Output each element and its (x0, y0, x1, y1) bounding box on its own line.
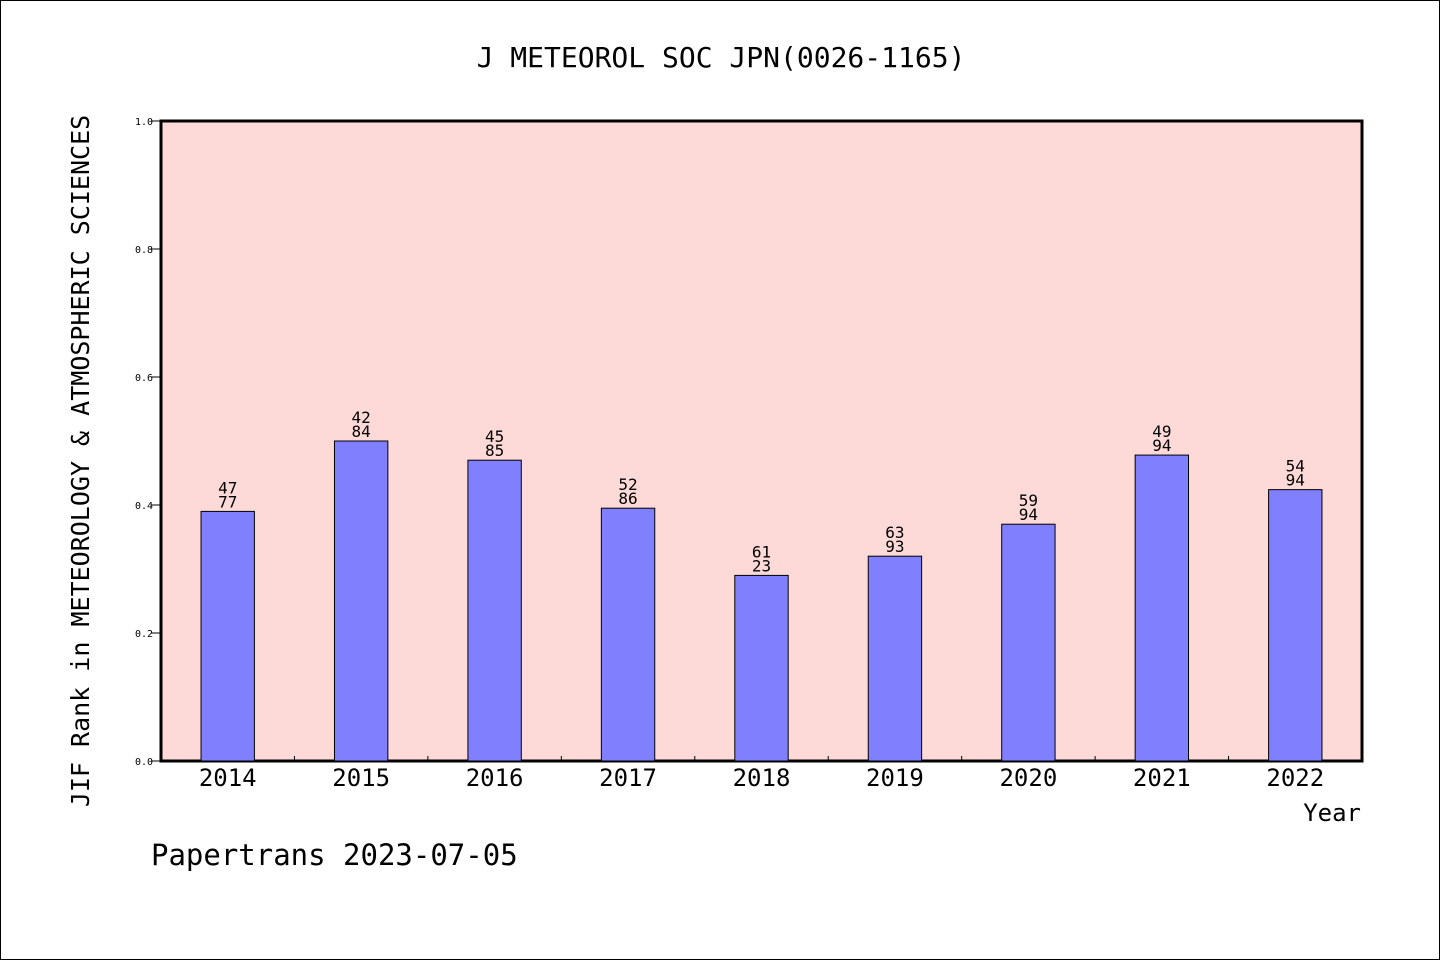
bar-label-rank: 45 (485, 427, 504, 446)
x-tick-label: 2016 (466, 764, 524, 792)
credit-text: Papertrans 2023-07-05 (151, 838, 518, 872)
x-tick-label: 2022 (1266, 764, 1324, 792)
bar-label-total: 77 (218, 492, 237, 511)
bar (333, 440, 389, 762)
y-tick-label: 0.6 (135, 373, 153, 384)
chart-title: J METEOROL SOC JPN(0026-1165) (477, 41, 966, 74)
bar-label-rank: 52 (618, 475, 637, 494)
bar (1134, 454, 1190, 762)
y-tick-label: 0.4 (135, 501, 153, 512)
bar (867, 555, 923, 762)
x-tick-label: 2014 (199, 764, 257, 792)
bar-label-rank: 59 (1019, 491, 1038, 510)
bar-label-rank: 61 (752, 542, 771, 561)
bar-label-total: 94 (1019, 505, 1038, 524)
y-tick-label: 0.8 (135, 245, 153, 256)
x-tick-label: 2019 (866, 764, 924, 792)
bar-label-rank: 54 (1286, 457, 1305, 476)
bar (1268, 489, 1323, 762)
bar-label-total: 86 (618, 489, 637, 508)
bar-series (200, 440, 1323, 762)
bar-label-rank: 63 (885, 523, 904, 542)
x-tick-label: 2021 (1133, 764, 1191, 792)
bar-label-total: 23 (752, 556, 771, 575)
bar (200, 510, 255, 762)
bar-label-total: 93 (885, 537, 904, 556)
bar-label-total: 85 (485, 441, 504, 460)
bar-label-rank: 42 (352, 408, 371, 427)
y-axis-title: JIF Rank in METEOROLOGY & ATMOSPHERIC SC… (66, 115, 95, 807)
x-axis (293, 756, 1230, 761)
x-tick-label: 2018 (733, 764, 791, 792)
y-tick-label: 0.0 (135, 757, 153, 768)
y-axis: 0.0 0.2 0.4 0.6 0.8 1.0 (135, 117, 161, 768)
bar-label-rank: 49 (1152, 422, 1171, 441)
bar (467, 459, 522, 762)
x-tick-labels: 2014 2015 2016 2017 2018 2019 2020 2021 2022 (199, 764, 1324, 792)
bar (734, 574, 789, 762)
bar (600, 507, 656, 762)
x-tick-label: 2015 (332, 764, 390, 792)
x-tick-label: 2020 (999, 764, 1057, 792)
bar-label-rank: 47 (218, 478, 237, 497)
bar-label-total: 84 (352, 422, 371, 441)
bar (1001, 523, 1056, 762)
x-tick-label: 2017 (599, 764, 657, 792)
bar-label-total: 94 (1286, 471, 1305, 490)
bar-label-total: 94 (1152, 436, 1171, 455)
y-tick-label: 0.2 (135, 629, 153, 640)
x-axis-title: Year (1303, 799, 1361, 827)
y-tick-label: 1.0 (135, 117, 153, 128)
